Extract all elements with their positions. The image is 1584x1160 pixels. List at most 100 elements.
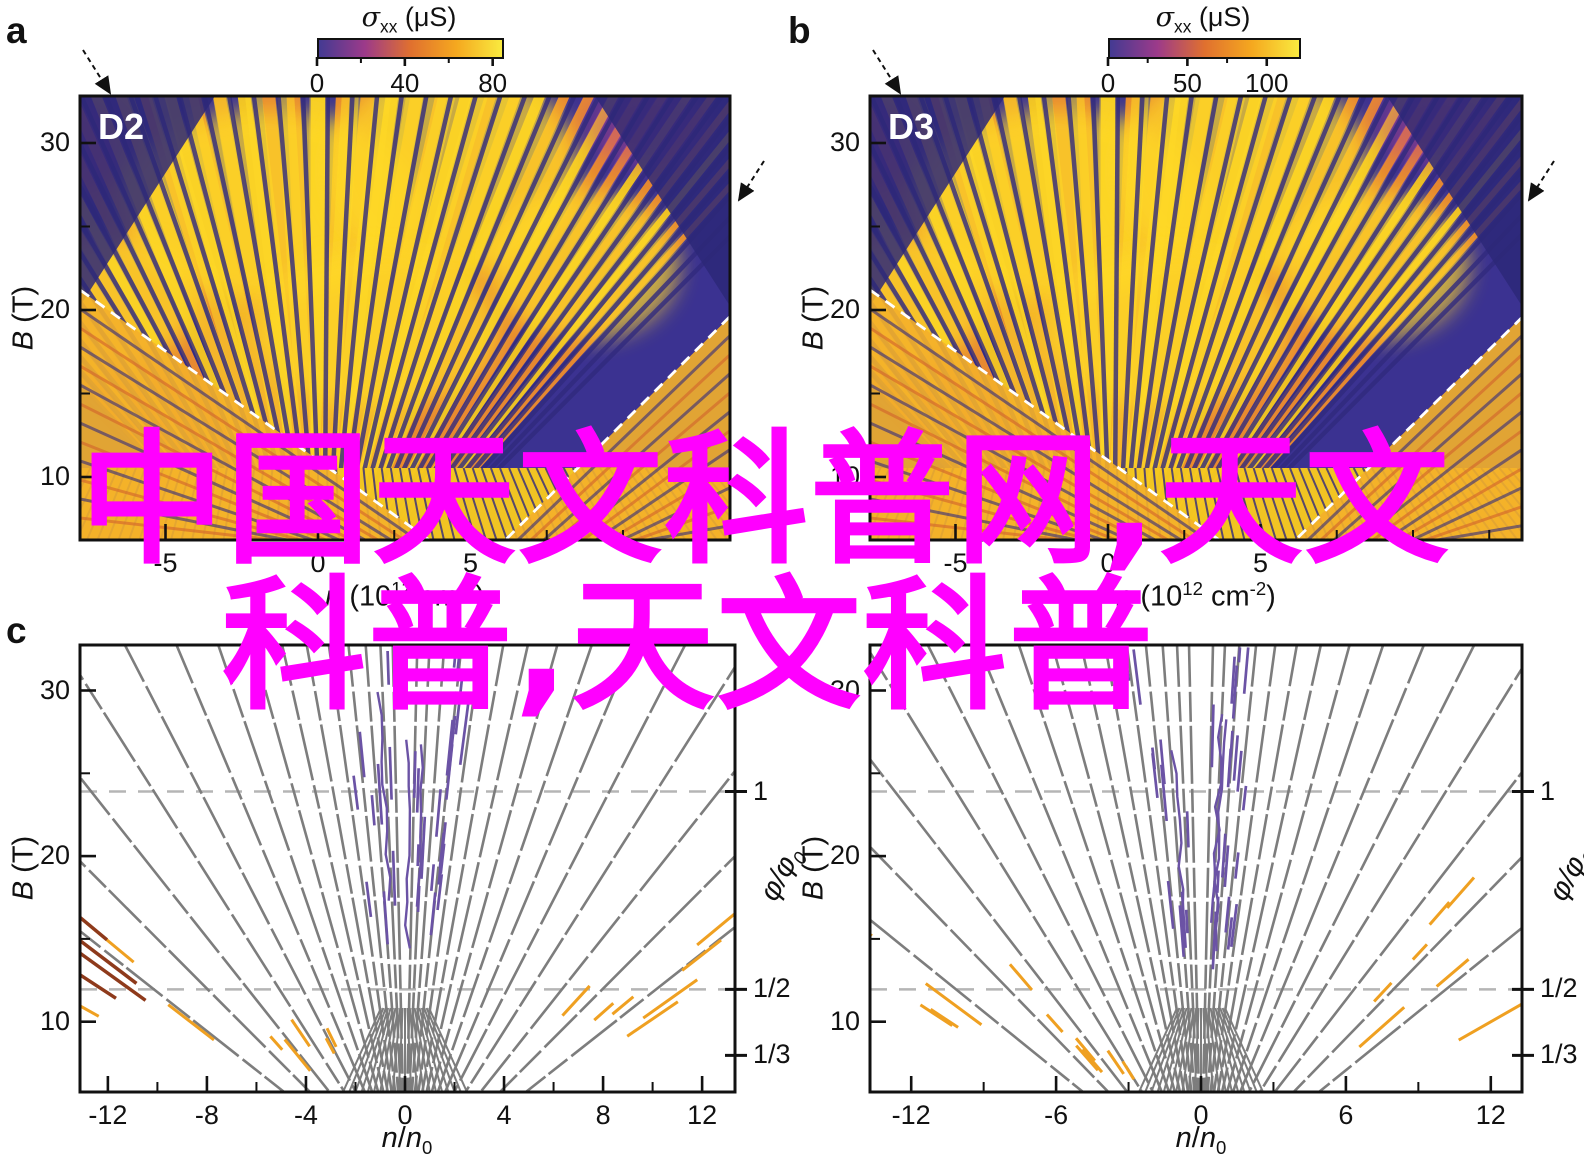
white-dashed-boundary [870,288,1221,540]
fan-stripe [80,152,272,540]
landau-level-line [1220,645,1323,1092]
bottom-striation [80,467,83,473]
wedge-striation [582,429,730,540]
x-axis-label-c-right: n/n0 [1176,1122,1227,1159]
broken-symmetry-segment [1232,735,1239,781]
bottom-striation [0,468,9,540]
landau-level-line [280,645,385,1092]
fan-stripe-dark [276,96,318,540]
fan-stripe-dark [345,96,454,540]
broken-symmetry-segment [1223,845,1230,888]
bottom-striation [1261,467,1288,540]
fan-stripe-dark [1016,96,1099,540]
wedge-striation [80,497,288,540]
n0-subscript: 0 [1216,1136,1227,1158]
bottom-striation [1207,467,1225,540]
colorbar-b [1108,38,1301,59]
satellite-segment [611,995,635,1016]
wedge-striation [870,364,1169,540]
fan-stripe-dark [1168,96,1417,540]
landau-level-line [1017,645,1171,1092]
landau-level-line [1203,645,1227,1092]
broken-symmetry-zigzag [1213,719,1228,952]
landau-dense-line [348,1007,385,1092]
broken-symmetry-segment [1230,656,1236,704]
fan-stripe-dark [152,96,295,540]
fan-stripe-dark [1126,96,1195,540]
corner-dark-left [870,96,1005,306]
fan-stripe-dark [251,96,313,540]
watermark-line-2: 科普,天文科普 [222,562,1155,730]
landau-dense-line [1204,1007,1215,1092]
wedge-striation [608,467,730,540]
wedge-striation [80,478,301,540]
landau-level-line [1216,645,1299,1092]
b-units: (T) [7,835,40,881]
landau-dense-line [406,1007,413,1092]
satellite-segment [1106,1049,1125,1075]
landau-level-line [1247,645,1476,1092]
slash: / [397,1122,406,1154]
wedge-striation [634,505,730,540]
dark-red-segment [80,972,117,1000]
broken-symmetry-segment [1151,747,1157,770]
satellite-segment [1570,920,1584,946]
landau-level-line [1187,645,1201,1092]
colorbar-title-a: σxx (μS) [362,2,457,37]
landau-dense-line [1209,1007,1227,1092]
wedge-striation [80,440,327,540]
annotation-arrow-icon [737,160,765,202]
landau-level-line [251,645,380,1092]
satellite-segment [325,1027,338,1048]
fan-stripe-dark [1154,96,1343,540]
landau-dense-line [354,1007,387,1092]
bottom-striation [480,467,508,540]
landau-dense-line [1181,1007,1195,1092]
fan-stripe-dark [359,96,528,540]
satellite-segment [812,913,856,944]
satellite-segment [1446,876,1476,909]
landau-dense-line [1150,1007,1183,1092]
satellite-segment [7,911,54,943]
wedge-striation [1437,524,1522,540]
bottom-striation [0,468,18,540]
landau-dense-line [1138,1007,1178,1092]
broken-symmetry-segment [434,789,442,837]
landau-dense-line [1162,1007,1188,1092]
n-symbol: n [325,580,342,613]
bottom-striation [1252,467,1277,540]
fan-stripe-dark [355,96,503,540]
landau-dense-line [420,1007,450,1092]
bottom-striation [14,468,55,540]
fan-stripe-dark [967,96,1089,540]
n-units-1: (10 [1132,580,1183,613]
fan-stripe-dark [1121,96,1170,540]
broken-symmetry-segment [388,746,393,800]
sigma-units: (μS) [1191,2,1251,32]
broken-symmetry-segment [1132,649,1142,705]
fan-stripe-dark [1205,190,1522,540]
broken-symmetry-segment [437,822,447,885]
satellite-segment [870,932,873,938]
broken-symmetry-segment [1226,917,1234,950]
corner-dark-left [80,96,215,306]
landau-dense-line [425,1007,462,1092]
broken-symmetry-segment [391,850,397,906]
bottom-striation [462,467,487,540]
panel-border-a [78,94,732,542]
sigma-subscript: xx [1174,16,1192,37]
landau-dense-line [411,1007,425,1092]
landau-dense-line [373,1007,394,1092]
n-exp-1: 12 [1182,578,1203,599]
panel-letter-b: b [788,10,811,51]
wedge-striation [80,364,379,540]
landau-level-line [123,645,358,1092]
fan-stripe-dark [1090,96,1113,540]
bottom-striation [35,468,73,540]
landau-dense-line [416,1007,437,1092]
broken-symmetry-segment [376,763,384,825]
satellite-segment [871,882,906,903]
landau-level-line [405,645,419,1092]
fan-stripe-dark [1145,96,1293,540]
